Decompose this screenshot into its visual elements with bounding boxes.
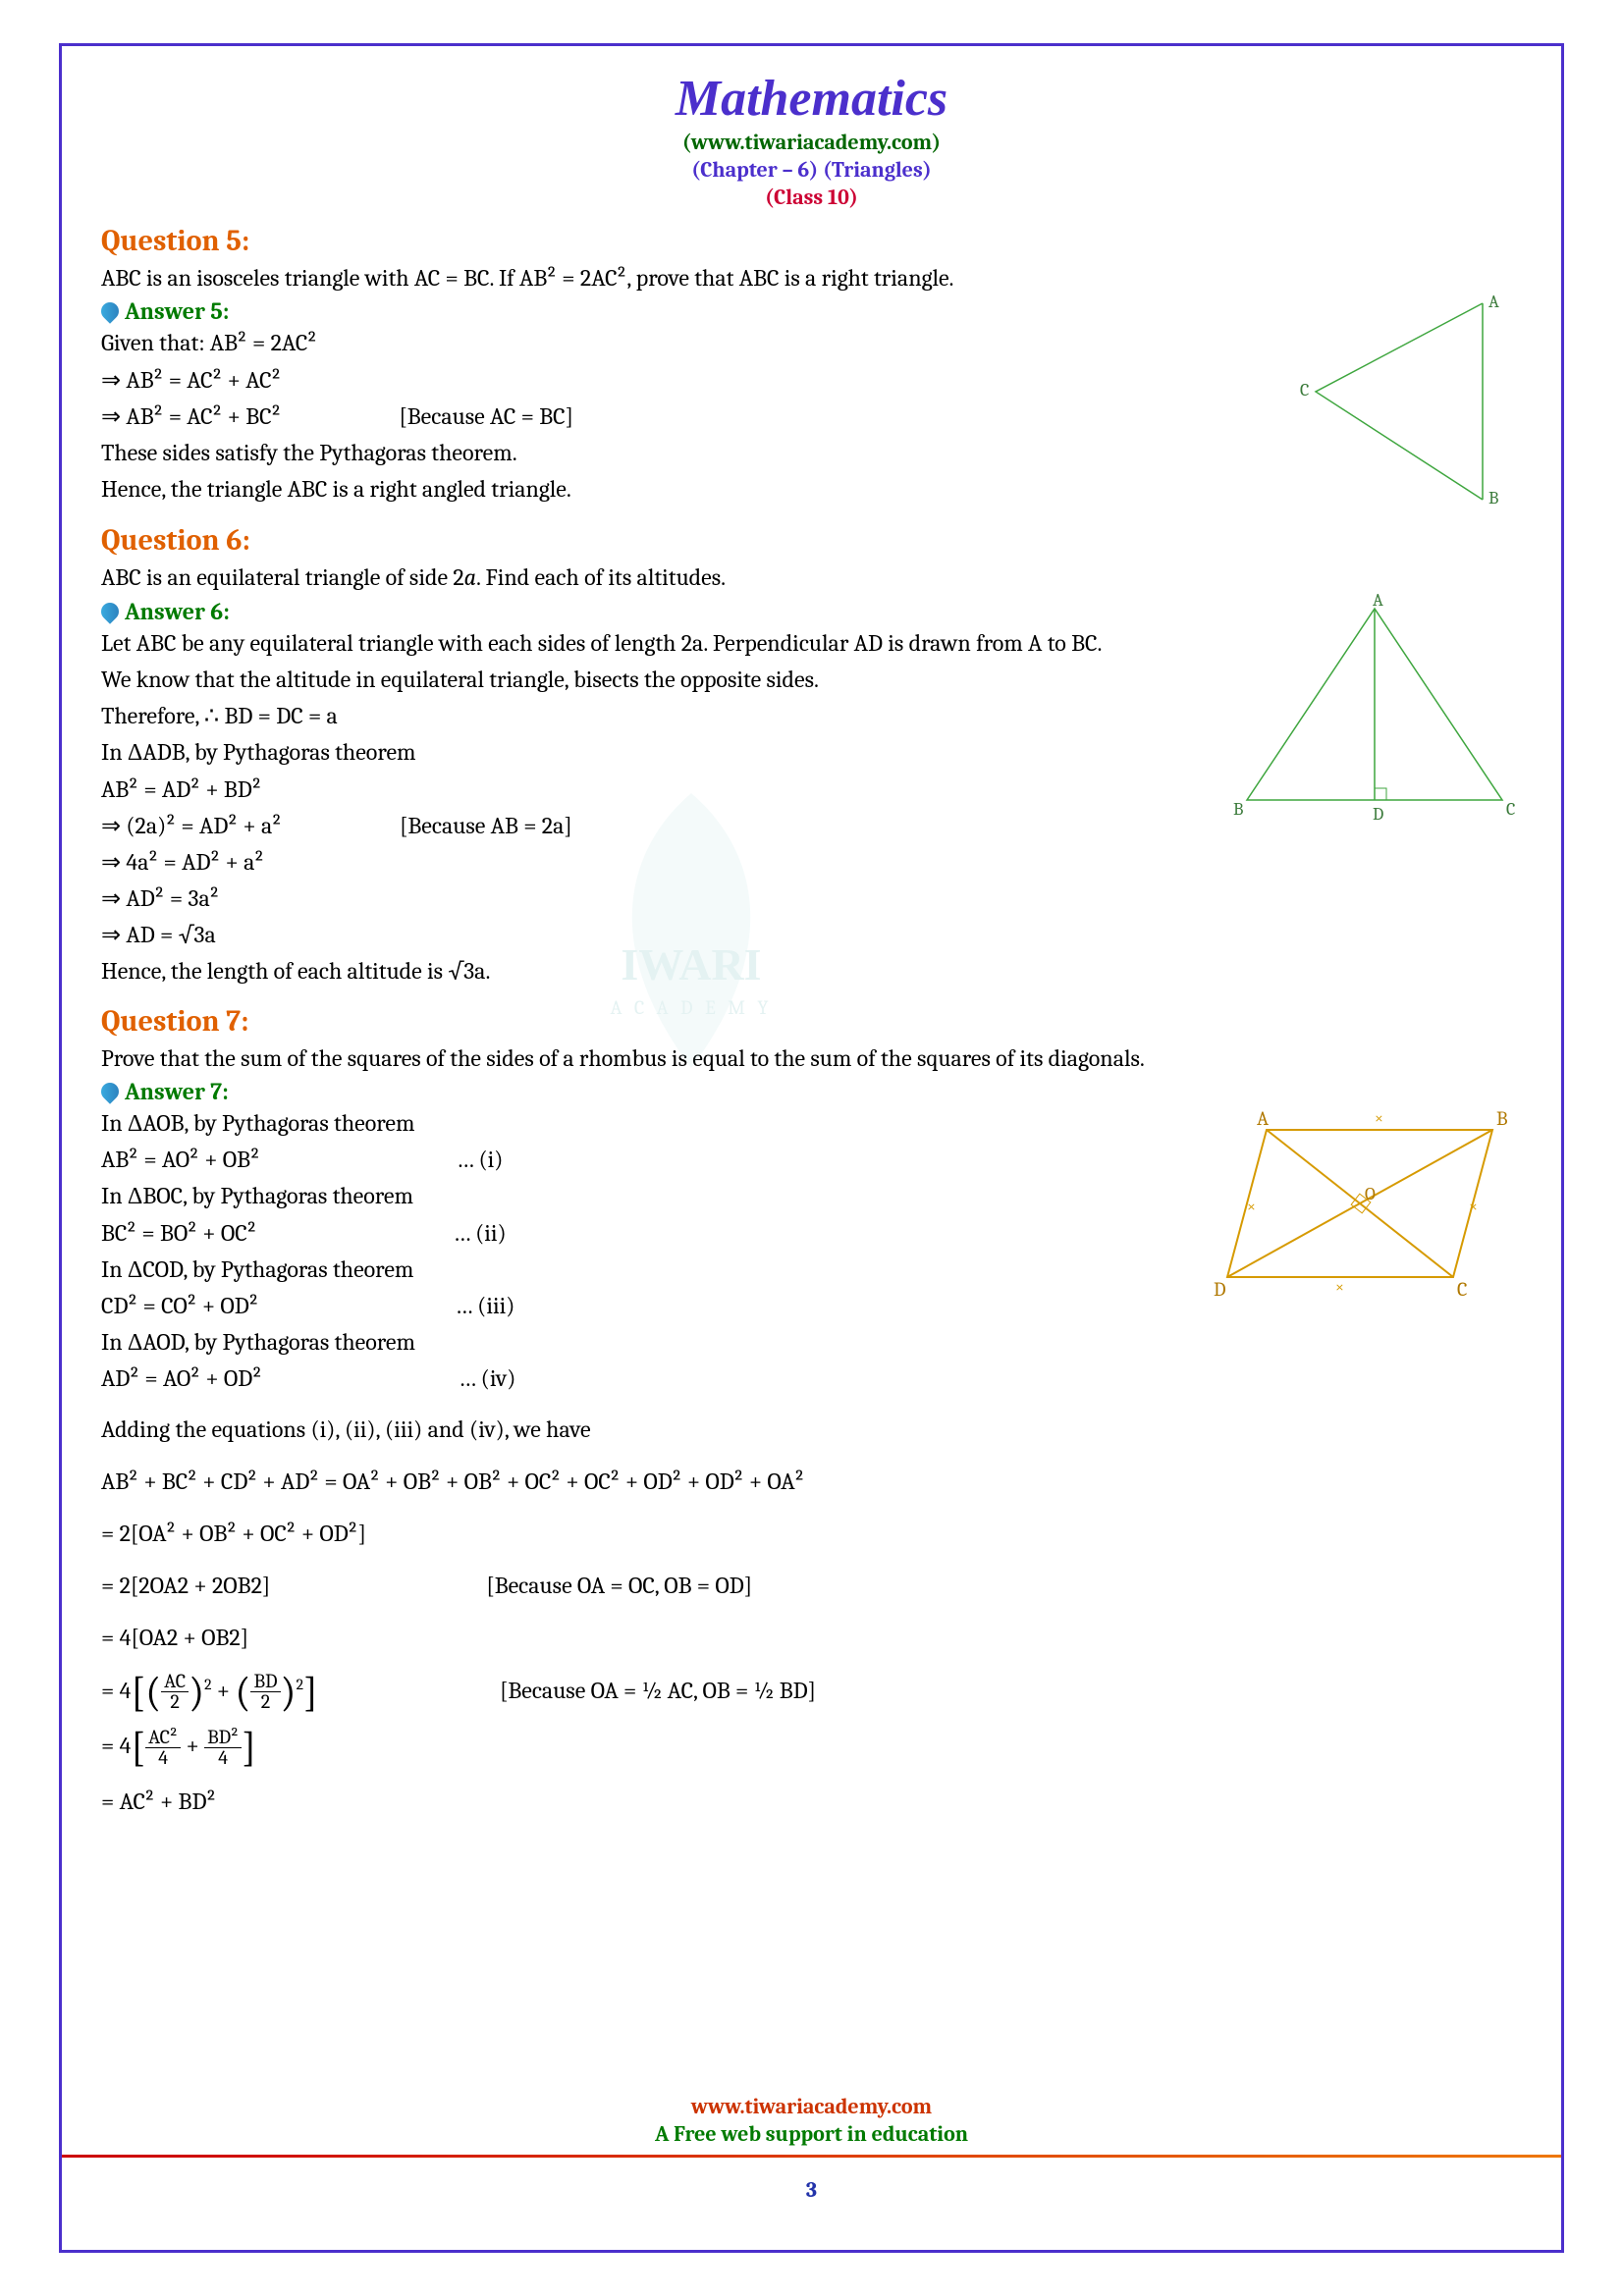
answer-6-body: Let ABC be any equilateral triangle with… (101, 625, 1204, 990)
q5-line5: Hence, the triangle ABC is a right angle… (101, 471, 1263, 507)
q5-line4: These sides satisfy the Pythagoras theor… (101, 435, 1263, 471)
svg-text:×: × (1335, 1278, 1344, 1296)
svg-text:C: C (1300, 380, 1309, 400)
header-class: (Class 10) (101, 185, 1522, 210)
q7-l2: AB² = AO² + OB²… (i) (101, 1142, 1184, 1178)
q6-line10: Hence, the length of each altitude is √3… (101, 953, 1204, 989)
page: Mathematics (www.tiwariacademy.com) (Cha… (0, 0, 1623, 2296)
svg-text:D: D (1214, 1278, 1226, 1301)
pin-icon (97, 1079, 122, 1103)
answer-5-body: Given that: AB² = 2AC² ⇒ AB² = AC² + AC²… (101, 325, 1263, 507)
q7-l3: In ΔBOC, by Pythagoras theorem (101, 1178, 1184, 1214)
q6-line5: AB² = AD² + BD² (101, 772, 1204, 808)
pin-icon (97, 299, 122, 324)
footer-tagline: A Free web support in education (62, 2121, 1561, 2147)
answer-6-label-text: Answer 6: (125, 598, 230, 625)
answer-7-label: Answer 7: (101, 1078, 229, 1105)
q6-figure-icon: A B C D (1227, 594, 1522, 829)
svg-text:O: O (1365, 1184, 1376, 1204)
question-5-text: ABC is an isosceles triangle with AC = B… (101, 262, 1522, 294)
question-7-title: Question 7: (101, 1004, 1522, 1039)
pin-icon (97, 599, 122, 623)
title-mathematics: Mathematics (101, 70, 1522, 128)
q7-l12: = 2[2OA2 + 2OB2][Because OA = OC, OB = O… (101, 1568, 1522, 1604)
svg-text:×: × (1247, 1198, 1256, 1215)
svg-text:B: B (1496, 1107, 1508, 1130)
header-chapter: (Chapter – 6) (Triangles) (101, 157, 1522, 183)
q7-l10: AB² + BC² + CD² + AD² = OA² + OB² + OB² … (101, 1464, 1522, 1500)
q7-l1: In ΔAOB, by Pythagoras theorem (101, 1105, 1184, 1142)
q7-l8: AD² = AO² + OD²… (iv) (101, 1361, 1184, 1397)
q5-figure-icon: A B C (1286, 294, 1522, 509)
footer-url: www.tiwariacademy.com (62, 2094, 1561, 2119)
question-6-text: ABC is an equilateral triangle of side 2… (101, 561, 1522, 593)
q6-line2: We know that the altitude in equilateral… (101, 662, 1204, 698)
answer-6-label: Answer 6: (101, 598, 230, 625)
q6-line7: ⇒ 4a² = AD² + a² (101, 844, 1204, 881)
answer-7-body: In ΔAOB, by Pythagoras theorem AB² = AO²… (101, 1105, 1184, 1398)
q6-line9: ⇒ AD = √3a (101, 917, 1204, 953)
q6-line1: Let ABC be any equilateral triangle with… (101, 625, 1204, 662)
q7-l9: Adding the equations (i), (ii), (iii) an… (101, 1412, 1522, 1448)
q6-line8: ⇒ AD² = 3a² (101, 881, 1204, 917)
svg-text:A: A (1373, 594, 1383, 611)
svg-text:C: C (1457, 1278, 1467, 1301)
footer: www.tiwariacademy.com A Free web support… (62, 2094, 1561, 2203)
q7-l13: = 4[OA2 + OB2] (101, 1620, 1522, 1656)
q5-line1: Given that: AB² = 2AC² (101, 325, 1263, 361)
q7-l11: = 2[OA² + OB² + OC² + OD²] (101, 1516, 1522, 1552)
q7-l6: CD² = CO² + OD²… (iii) (101, 1288, 1184, 1324)
q7-l4: BC² = BO² + OC²… (ii) (101, 1215, 1184, 1252)
footer-rule (62, 2155, 1561, 2158)
q7-l15: = 4[AC²4 + BD²4] (101, 1728, 1522, 1768)
page-number: 3 (62, 2177, 1561, 2203)
svg-text:B: B (1233, 799, 1243, 820)
q7-l16: = AC² + BD² (101, 1784, 1522, 1820)
question-5-title: Question 5: (101, 224, 1522, 258)
page-border: Mathematics (www.tiwariacademy.com) (Cha… (59, 43, 1564, 2253)
q7-l14: = 4[(AC2)2 + (BD2)2] [Because OA = ½ AC,… (101, 1672, 1522, 1712)
answer-7-label-text: Answer 7: (125, 1078, 229, 1105)
header: Mathematics (www.tiwariacademy.com) (Cha… (101, 70, 1522, 210)
svg-text:×: × (1469, 1198, 1478, 1215)
answer-5-label-text: Answer 5: (125, 297, 229, 325)
question-7-text: Prove that the sum of the squares of the… (101, 1042, 1522, 1074)
svg-text:A: A (1257, 1107, 1269, 1130)
answer-7-body-continued: Adding the equations (i), (ii), (iii) an… (101, 1412, 1522, 1821)
header-url: (www.tiwariacademy.com) (101, 130, 1522, 155)
q5-line3: ⇒ AB² = AC² + BC²[Because AC = BC] (101, 399, 1263, 435)
svg-text:D: D (1373, 804, 1383, 825)
q6-line4: In ΔADB, by Pythagoras theorem (101, 734, 1204, 771)
q7-figure-icon: A B C D O × × × × (1208, 1105, 1522, 1302)
q6-line6: ⇒ (2a)² = AD² + a²[Because AB = 2a] (101, 808, 1204, 844)
svg-text:B: B (1488, 488, 1498, 508)
q7-l5: In ΔCOD, by Pythagoras theorem (101, 1252, 1184, 1288)
q7-l7: In ΔAOD, by Pythagoras theorem (101, 1324, 1184, 1361)
svg-text:×: × (1375, 1109, 1383, 1127)
answer-5-label: Answer 5: (101, 297, 229, 325)
q5-line2: ⇒ AB² = AC² + AC² (101, 362, 1263, 399)
q6-line3: Therefore, ∴ BD = DC = a (101, 698, 1204, 734)
svg-text:C: C (1506, 799, 1515, 820)
question-6-title: Question 6: (101, 523, 1522, 558)
svg-text:A: A (1488, 294, 1499, 312)
